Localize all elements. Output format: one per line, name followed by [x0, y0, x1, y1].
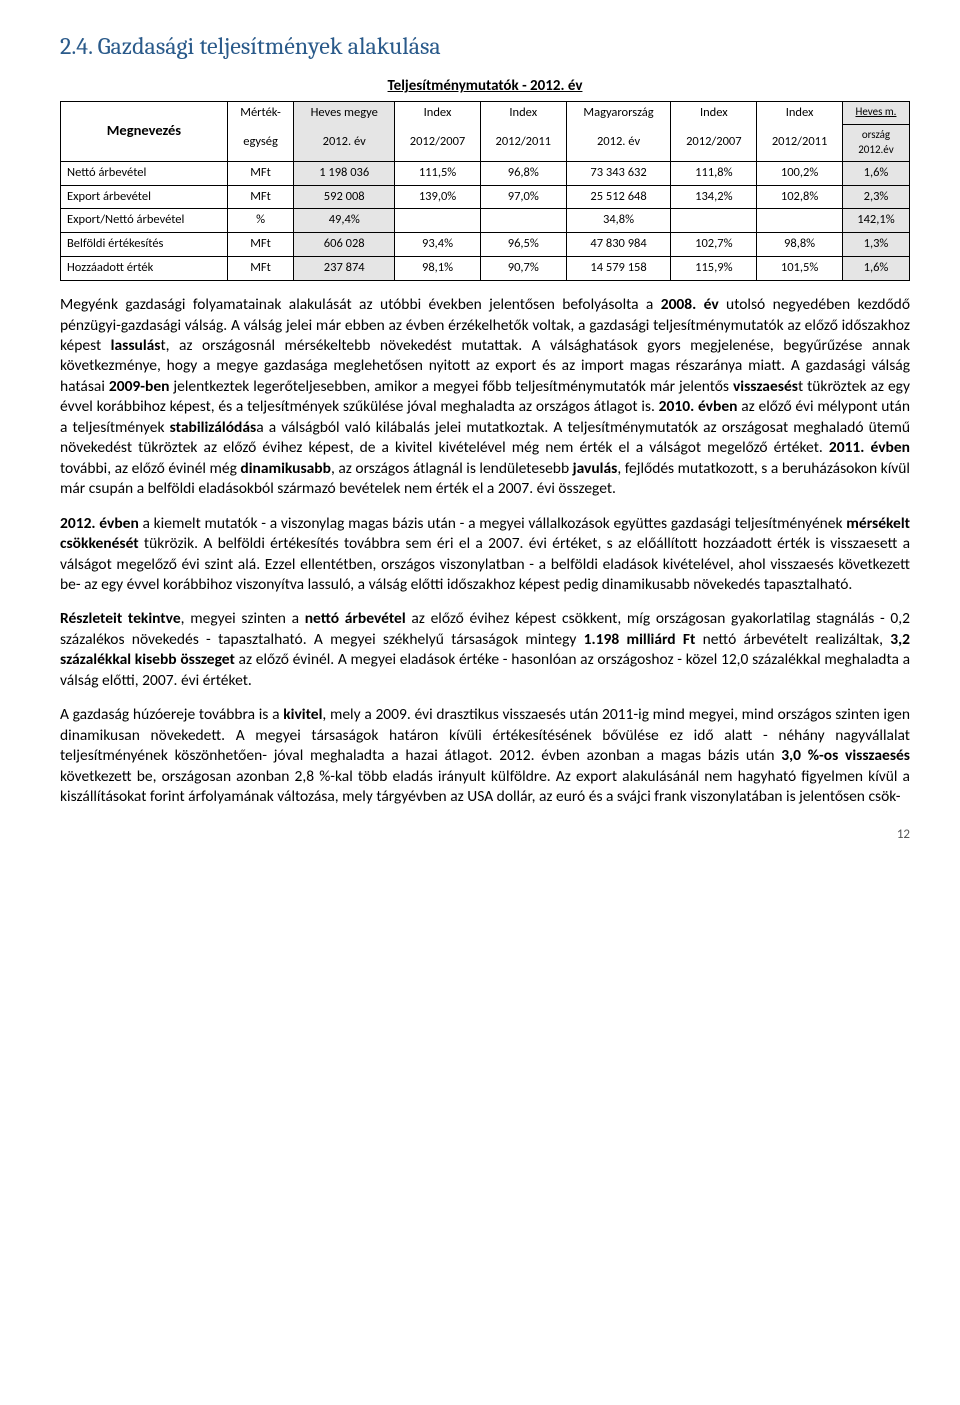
th-megnevezes: Megnevezés: [61, 101, 228, 161]
th-idx4-bot: 2012/2011: [757, 125, 843, 162]
table-cell: MFt: [227, 233, 293, 257]
table-cell: 1,3%: [842, 233, 909, 257]
paragraph-1: Megyénk gazdasági folyamatainak alakulás…: [60, 295, 910, 500]
table-cell: [480, 209, 566, 233]
table-cell: MFt: [227, 257, 293, 281]
paragraph-4: A gazdaság húzóereje továbbra is a kivit…: [60, 705, 910, 807]
table-cell: Export árbevétel: [61, 185, 228, 209]
table-cell: 14 579 158: [566, 257, 671, 281]
paragraph-3: Részleteit tekintve, megyei szinten a ne…: [60, 609, 910, 691]
th-heves-top: Heves megye: [294, 101, 395, 124]
th-idx3-bot: 2012/2007: [671, 125, 757, 162]
table-cell: %: [227, 209, 293, 233]
table-cell: 98,1%: [395, 257, 481, 281]
th-hm-mid: ország 2012.év: [842, 125, 909, 162]
table-cell: Belföldi értékesítés: [61, 233, 228, 257]
page-number: 12: [60, 826, 910, 844]
table-cell: 47 830 984: [566, 233, 671, 257]
table-cell: 93,4%: [395, 233, 481, 257]
hm-bot-label: 2012.év: [858, 143, 893, 156]
table-cell: Export/Nettó árbevétel: [61, 209, 228, 233]
th-idx4-top: Index: [757, 101, 843, 124]
table-cell: 606 028: [294, 233, 395, 257]
th-mertek-top: Mérték-: [227, 101, 293, 124]
table-cell: 592 008: [294, 185, 395, 209]
table-cell: 98,8%: [757, 233, 843, 257]
table-cell: 142,1%: [842, 209, 909, 233]
table-cell: Hozzáadott érték: [61, 257, 228, 281]
table-cell: 49,4%: [294, 209, 395, 233]
table-cell: [395, 209, 481, 233]
table-row: Belföldi értékesítésMFt606 02893,4%96,5%…: [61, 233, 910, 257]
th-idx3-top: Index: [671, 101, 757, 124]
th-idx2-top: Index: [480, 101, 566, 124]
table-row: Hozzáadott értékMFt237 87498,1%90,7%14 5…: [61, 257, 910, 281]
table-cell: MFt: [227, 161, 293, 185]
table-cell: 134,2%: [671, 185, 757, 209]
hm-mid-label: ország: [862, 128, 890, 141]
table-cell: 237 874: [294, 257, 395, 281]
th-idx1-top: Index: [395, 101, 481, 124]
table-row: Nettó árbevételMFt1 198 036111,5%96,8%73…: [61, 161, 910, 185]
th-mertek-bot: egység: [227, 125, 293, 162]
th-heves-bot: 2012. év: [294, 125, 395, 162]
table-cell: [671, 209, 757, 233]
table-row: Export árbevételMFt592 008139,0%97,0%25 …: [61, 185, 910, 209]
table-cell: [757, 209, 843, 233]
table-cell: 96,5%: [480, 233, 566, 257]
table-cell: 111,5%: [395, 161, 481, 185]
th-mo-bot: 2012. év: [566, 125, 671, 162]
th-mo-top: Magyarország: [566, 101, 671, 124]
table-cell: 139,0%: [395, 185, 481, 209]
table-cell: 34,8%: [566, 209, 671, 233]
table-cell: 2,3%: [842, 185, 909, 209]
table-cell: 25 512 648: [566, 185, 671, 209]
table-cell: 90,7%: [480, 257, 566, 281]
table-cell: 101,5%: [757, 257, 843, 281]
table-cell: 96,8%: [480, 161, 566, 185]
table-cell: 102,7%: [671, 233, 757, 257]
table-title: Teljesítménymutatók - 2012. év: [60, 76, 910, 96]
table-cell: 1,6%: [842, 257, 909, 281]
section-heading: 2.4. Gazdasági teljesítmények alakulása: [60, 30, 910, 62]
performance-table: Megnevezés Mérték- Heves megye Index Ind…: [60, 101, 910, 281]
th-hm-top: Heves m.: [842, 101, 909, 124]
table-cell: 73 343 632: [566, 161, 671, 185]
table-cell: 1,6%: [842, 161, 909, 185]
table-row: Export/Nettó árbevétel%49,4% 34,8% 142,1%: [61, 209, 910, 233]
table-cell: MFt: [227, 185, 293, 209]
th-idx2-bot: 2012/2011: [480, 125, 566, 162]
paragraph-2: 2012. évben a kiemelt mutatók - a viszon…: [60, 514, 910, 596]
table-cell: 97,0%: [480, 185, 566, 209]
table-cell: Nettó árbevétel: [61, 161, 228, 185]
th-idx1-bot: 2012/2007: [395, 125, 481, 162]
table-cell: 100,2%: [757, 161, 843, 185]
table-cell: 102,8%: [757, 185, 843, 209]
table-cell: 115,9%: [671, 257, 757, 281]
table-cell: 1 198 036: [294, 161, 395, 185]
table-cell: 111,8%: [671, 161, 757, 185]
